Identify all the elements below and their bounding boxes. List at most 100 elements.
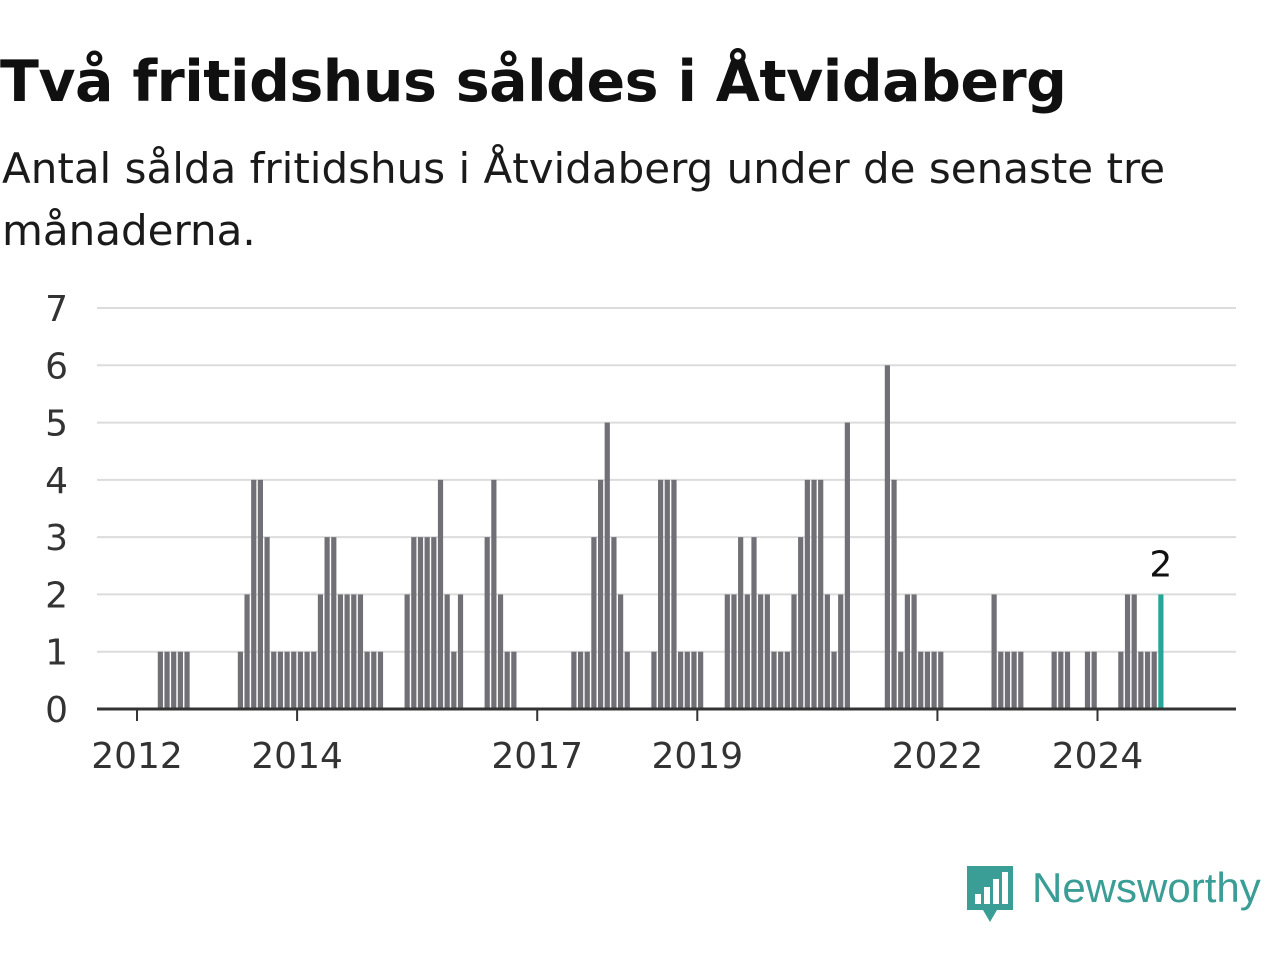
bar <box>411 537 417 709</box>
bar <box>164 651 170 709</box>
bar <box>671 479 677 709</box>
bar <box>177 651 183 709</box>
bar <box>1004 651 1011 709</box>
bar <box>1131 594 1137 709</box>
bar <box>738 537 744 709</box>
bar <box>597 479 604 709</box>
newsworthy-logo: Newsworthy <box>964 862 1280 928</box>
bar <box>658 479 664 709</box>
bar <box>998 651 1004 709</box>
x-tick-label: 2014 <box>251 736 343 777</box>
bar <box>1151 651 1157 709</box>
bar <box>844 422 850 709</box>
bar <box>277 651 284 709</box>
bar <box>724 594 730 709</box>
bar <box>751 537 757 709</box>
bar <box>457 594 464 709</box>
bar <box>931 651 937 709</box>
bar <box>1091 651 1097 709</box>
bar <box>924 651 931 709</box>
brand-name: Newsworthy <box>1032 864 1261 911</box>
bar <box>377 651 384 709</box>
bar <box>758 594 764 709</box>
bar <box>337 594 344 709</box>
bar <box>424 537 430 709</box>
bar <box>584 651 590 709</box>
bar <box>804 479 810 709</box>
bar <box>618 594 624 709</box>
bar <box>904 594 910 709</box>
bar <box>604 422 610 709</box>
bar <box>898 651 904 709</box>
bar <box>297 651 304 709</box>
bar <box>811 479 817 709</box>
bar <box>364 651 370 709</box>
bar <box>304 651 310 709</box>
bar <box>884 365 890 709</box>
y-tick-label: 6 <box>45 346 68 387</box>
bar <box>698 651 704 709</box>
bar <box>991 594 997 709</box>
bar <box>444 594 450 709</box>
bar <box>244 594 250 709</box>
bar <box>684 651 690 709</box>
bar <box>891 479 897 709</box>
bar <box>491 479 497 709</box>
bar <box>1064 651 1071 709</box>
bar <box>404 594 410 709</box>
bar-highlighted <box>1158 594 1164 709</box>
bar <box>744 594 750 709</box>
bar <box>764 594 770 709</box>
bar <box>271 651 277 709</box>
bar <box>1138 651 1144 709</box>
bar <box>504 651 510 709</box>
y-axis-labels: 0 1 2 3 4 5 6 7 <box>45 289 68 731</box>
bar-chart-badge-icon <box>967 866 1013 922</box>
bar <box>577 651 584 709</box>
bar <box>157 651 163 709</box>
bar <box>784 651 790 709</box>
bar <box>511 651 517 709</box>
bar <box>611 537 617 709</box>
bar <box>451 651 457 709</box>
annotations: 2 <box>1149 544 1172 585</box>
bar <box>1058 651 1064 709</box>
bar <box>1051 651 1057 709</box>
bar <box>1018 651 1024 709</box>
bar <box>324 537 330 709</box>
y-tick-label: 5 <box>45 404 68 445</box>
bar <box>571 651 577 709</box>
bar <box>417 537 424 709</box>
y-tick-label: 7 <box>45 289 68 330</box>
bar <box>357 594 364 709</box>
bar <box>918 651 924 709</box>
x-axis: 2012 2014 2017 2019 2022 2024 <box>91 707 1236 777</box>
y-tick-label: 4 <box>45 461 68 502</box>
bar <box>1011 651 1017 709</box>
bar <box>591 537 597 709</box>
bar <box>624 651 630 709</box>
bar <box>344 594 350 709</box>
bar <box>791 594 797 709</box>
bar <box>651 651 657 709</box>
bar <box>437 479 444 709</box>
bar <box>731 594 737 709</box>
bar <box>371 651 377 709</box>
bar <box>831 651 837 709</box>
bar <box>1124 594 1131 709</box>
bar <box>798 537 804 709</box>
y-tick-label: 3 <box>45 518 68 559</box>
bar <box>351 594 357 709</box>
bar <box>497 594 504 709</box>
y-tick-label: 0 <box>45 690 68 731</box>
bar <box>938 651 944 709</box>
bar <box>778 651 784 709</box>
bar <box>664 479 670 709</box>
x-tick-label: 2024 <box>1052 736 1144 777</box>
bar <box>1084 651 1091 709</box>
bar <box>838 594 844 709</box>
bar <box>911 594 917 709</box>
bar <box>824 594 830 709</box>
bar <box>1118 651 1124 709</box>
bar <box>331 537 337 709</box>
